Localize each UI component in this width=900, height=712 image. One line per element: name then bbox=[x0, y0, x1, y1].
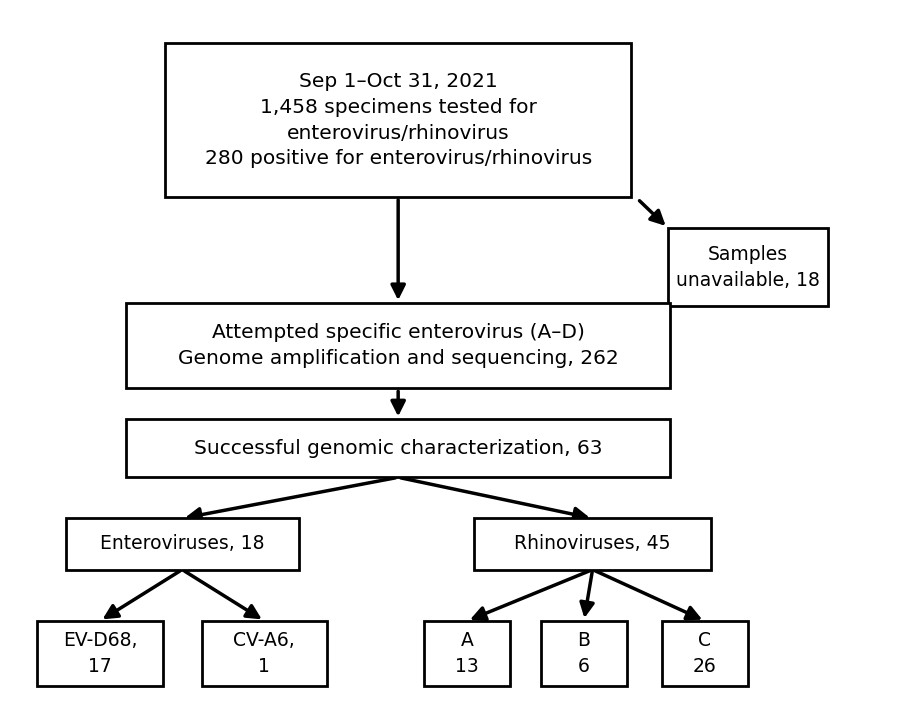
Text: Attempted specific enterovirus (A–D)
Genome amplification and sequencing, 262: Attempted specific enterovirus (A–D) Gen… bbox=[178, 323, 618, 368]
FancyBboxPatch shape bbox=[668, 228, 828, 306]
Text: Samples
unavailable, 18: Samples unavailable, 18 bbox=[676, 245, 820, 290]
Text: C
26: C 26 bbox=[693, 631, 716, 676]
FancyBboxPatch shape bbox=[662, 621, 748, 686]
FancyBboxPatch shape bbox=[541, 621, 627, 686]
Text: Successful genomic characterization, 63: Successful genomic characterization, 63 bbox=[194, 439, 602, 458]
FancyBboxPatch shape bbox=[126, 419, 670, 477]
Text: CV-A6,
1: CV-A6, 1 bbox=[233, 631, 295, 676]
FancyBboxPatch shape bbox=[66, 518, 299, 570]
FancyBboxPatch shape bbox=[165, 43, 632, 197]
Text: B
6: B 6 bbox=[578, 631, 590, 676]
FancyBboxPatch shape bbox=[126, 303, 670, 389]
FancyBboxPatch shape bbox=[424, 621, 510, 686]
Text: A
13: A 13 bbox=[455, 631, 479, 676]
FancyBboxPatch shape bbox=[202, 621, 327, 686]
Text: EV-D68,
17: EV-D68, 17 bbox=[63, 631, 138, 676]
Text: Rhinoviruses, 45: Rhinoviruses, 45 bbox=[514, 535, 670, 553]
FancyBboxPatch shape bbox=[38, 621, 163, 686]
Text: Sep 1–Oct 31, 2021
1,458 specimens tested for
enterovirus/rhinovirus
280 positiv: Sep 1–Oct 31, 2021 1,458 specimens teste… bbox=[204, 72, 592, 168]
FancyBboxPatch shape bbox=[473, 518, 711, 570]
Text: Enteroviruses, 18: Enteroviruses, 18 bbox=[100, 535, 265, 553]
